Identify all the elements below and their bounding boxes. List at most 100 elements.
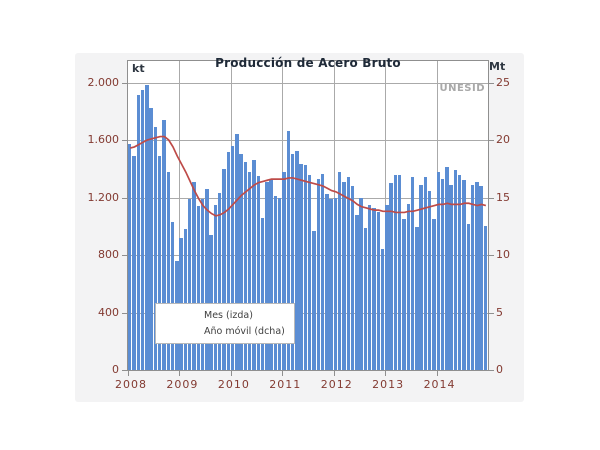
bar-month (445, 167, 449, 370)
x-axis-tickmark (333, 371, 335, 376)
gridline-vertical (179, 61, 181, 370)
bar-month (132, 155, 136, 370)
bar-month (260, 217, 265, 370)
right-axis-tickmark (489, 140, 494, 141)
left-axis-tick-label: 1.200 (87, 190, 120, 204)
x-axis-tickmark (128, 371, 129, 376)
line-series-ano-movil (129, 135, 487, 217)
bar-month (209, 234, 213, 370)
bar-month (355, 215, 359, 370)
bar-month (149, 108, 153, 370)
bar-month (350, 186, 355, 370)
x-axis-year-label: 2008 (115, 378, 147, 391)
bar-month (398, 174, 402, 370)
bar-month (483, 226, 488, 370)
x-axis-year-label: 2012 (320, 378, 353, 391)
right-axis-tick-label: 25 (496, 75, 510, 89)
x-axis-tickmark (179, 371, 181, 376)
gridline-horizontal (128, 140, 488, 141)
bar-month (273, 196, 278, 370)
right-axis-tick-label: 5 (496, 305, 503, 319)
bar-month (295, 150, 299, 370)
bar-month (389, 183, 393, 370)
bar-month (449, 185, 453, 370)
bar-month (158, 155, 162, 370)
left-axis-tick-label: 2.000 (87, 75, 120, 89)
x-axis-year-label: 2013 (372, 378, 405, 391)
bar-month (385, 205, 389, 370)
bar-month (248, 171, 252, 370)
left-axis-unit-label: kt (132, 62, 145, 75)
bar-month (196, 206, 200, 370)
bar-month (316, 178, 320, 370)
x-axis-tickmark (230, 371, 232, 376)
legend-bar-swatch-icon (178, 312, 199, 319)
bar-month (432, 219, 436, 370)
left-axis-tick-label: 1.600 (87, 133, 120, 146)
bar-month (440, 178, 445, 370)
bar-month (376, 211, 380, 370)
bar-month (320, 173, 325, 370)
legend-label-ano-movil: Año móvil (dcha) (204, 326, 285, 337)
bar-month (346, 177, 350, 370)
bar-month (166, 172, 170, 370)
bar-month (205, 188, 209, 370)
bar-month (410, 176, 415, 370)
bar-month (239, 154, 243, 370)
bar-month (475, 182, 479, 370)
bar-month (282, 171, 286, 370)
bar-month (479, 186, 483, 370)
bar-month (222, 168, 226, 370)
right-axis-unit-label: Mt (489, 60, 506, 73)
bar-month (423, 177, 428, 370)
gridline-horizontal (128, 82, 488, 84)
right-axis-tickmark (489, 255, 494, 256)
bar-month (128, 144, 132, 370)
x-axis-tickmark (282, 371, 284, 376)
x-axis-tickmark (436, 371, 438, 376)
bar-month (363, 228, 368, 370)
bar-month (200, 198, 205, 370)
left-axis-tickmark (122, 312, 127, 314)
bar-month (145, 84, 149, 370)
bar-month (140, 89, 145, 370)
left-axis-tickmark (122, 197, 127, 199)
bar-month (393, 175, 398, 370)
bar-month (312, 230, 316, 370)
right-axis-tick-label: 10 (496, 248, 510, 261)
bar-month (252, 160, 256, 370)
right-axis-tick-label: 15 (496, 190, 510, 204)
bar-month (462, 180, 466, 370)
bar-month (170, 221, 175, 370)
bar-month (256, 175, 260, 370)
x-axis-tickmark (385, 371, 387, 376)
bar-month (466, 224, 470, 370)
left-axis-tickmark (122, 370, 127, 371)
bar-month (299, 163, 303, 370)
bar-month (329, 198, 333, 370)
bar-month (380, 248, 385, 370)
bar-month (303, 165, 308, 370)
bar-month (359, 198, 363, 370)
bar-month (226, 151, 230, 370)
bar-month (230, 145, 235, 370)
bar-month (290, 153, 295, 370)
bar-month (265, 181, 269, 370)
bar-month (243, 161, 248, 370)
right-axis-tickmark (489, 197, 494, 199)
legend-line-swatch-icon (178, 331, 199, 333)
left-axis-tick-label: 400 (98, 305, 119, 319)
left-axis-tick-label: 0 (112, 363, 119, 376)
bar-month (372, 208, 376, 370)
right-axis-tickmark (489, 82, 494, 84)
bar-month (136, 95, 140, 370)
bar-month (470, 185, 475, 370)
legend-box: Mes (izda) Año móvil (dcha) (155, 303, 295, 344)
bar-month (269, 178, 273, 370)
bar-month (192, 181, 196, 370)
bar-month (308, 175, 312, 370)
bar-month (153, 127, 158, 370)
bar-month (342, 181, 346, 370)
ano-movil-line-path (129, 135, 487, 217)
